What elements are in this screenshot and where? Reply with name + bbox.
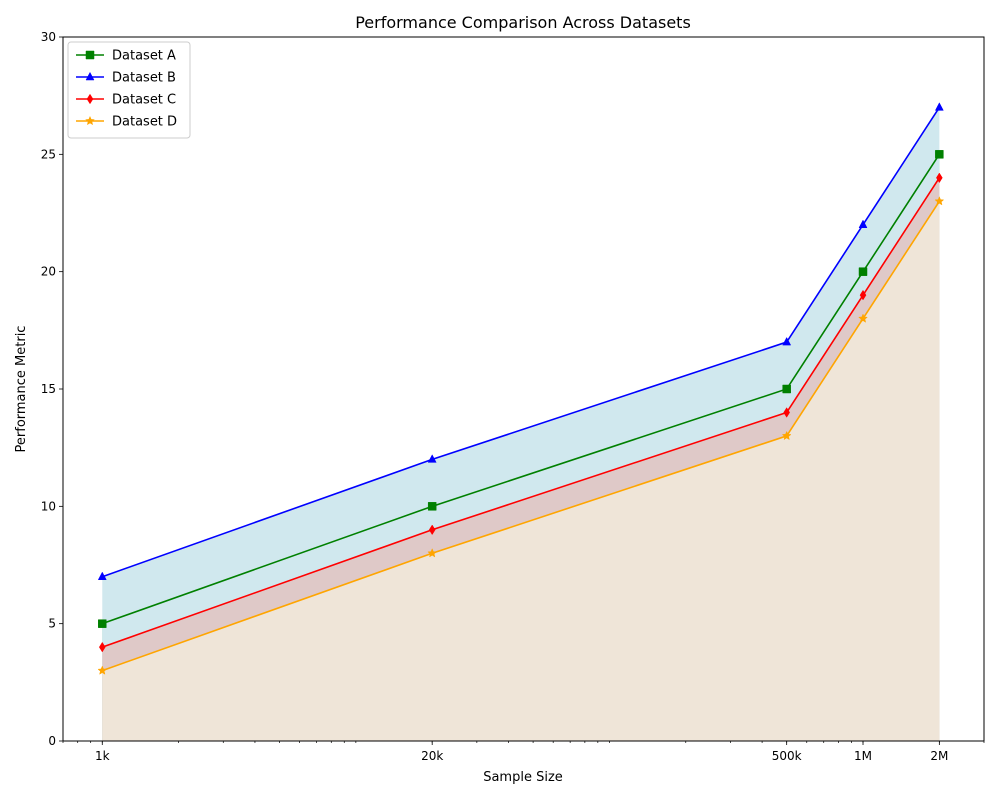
dataset-b-point bbox=[427, 454, 437, 463]
legend-item-dataset-b: Dataset B bbox=[76, 71, 176, 86]
dataset-b-point bbox=[782, 336, 792, 346]
dataset-d-point bbox=[934, 196, 945, 206]
dataset-a-point bbox=[935, 150, 944, 159]
dataset-d-area bbox=[102, 201, 940, 741]
dataset-a-point bbox=[98, 619, 107, 628]
legend-marker bbox=[85, 50, 95, 60]
dataset-c-point bbox=[936, 172, 943, 184]
y-tick-label: 0 bbox=[48, 734, 56, 748]
y-axis-ticks: 0 5 10 15 20 25 30 bbox=[41, 30, 63, 748]
dataset-b-point bbox=[934, 102, 944, 111]
x-axis-ticks: 1k 20k 500k 1M 2M bbox=[62, 741, 985, 763]
dataset-a-point bbox=[782, 384, 791, 394]
y-tick-label: 20 bbox=[41, 265, 56, 279]
y-tick-label: 10 bbox=[41, 499, 56, 513]
legend-label: Dataset D bbox=[112, 115, 177, 130]
dataset-c-point bbox=[859, 289, 867, 301]
y-tick-label: 25 bbox=[41, 147, 56, 161]
legend-item-dataset-c: Dataset C bbox=[76, 93, 176, 108]
dataset-b-point bbox=[858, 219, 868, 228]
dataset-d-point bbox=[781, 430, 792, 441]
dataset-a-point bbox=[858, 267, 868, 276]
legend-label: Dataset B bbox=[112, 71, 176, 86]
series-markers bbox=[97, 102, 945, 675]
legend-item-dataset-d: Dataset D bbox=[76, 115, 177, 130]
x-tick-label: 1k bbox=[95, 749, 110, 763]
legend-label: Dataset C bbox=[112, 93, 176, 108]
dataset-d-point bbox=[97, 665, 108, 675]
dataset-a-point bbox=[427, 502, 437, 511]
y-tick-label: 15 bbox=[41, 382, 56, 396]
legend-marker bbox=[86, 93, 94, 105]
y-axis-label: Performance Metric bbox=[14, 326, 29, 453]
dataset-b-point bbox=[97, 571, 107, 580]
area-fills bbox=[102, 107, 940, 742]
dataset-d-point bbox=[427, 548, 438, 558]
x-tick-label: 20k bbox=[421, 749, 443, 763]
dataset-c-point bbox=[98, 641, 106, 653]
x-tick-label: 1M bbox=[854, 749, 872, 763]
x-tick-label: 500k bbox=[772, 749, 802, 763]
x-axis-label: Sample Size bbox=[483, 770, 563, 785]
legend-item-dataset-a: Dataset A bbox=[76, 49, 176, 64]
dataset-c-point bbox=[428, 524, 436, 536]
y-tick-label: 5 bbox=[48, 617, 56, 631]
legend-marker bbox=[85, 71, 95, 81]
chart-title: Performance Comparison Across Datasets bbox=[355, 13, 691, 32]
dataset-c-point bbox=[783, 407, 790, 418]
legend-label: Dataset A bbox=[112, 49, 176, 64]
dataset-d-point bbox=[858, 313, 868, 323]
legend-box bbox=[67, 41, 191, 139]
legend-marker bbox=[85, 115, 95, 126]
legend: Dataset A Dataset B Dataset C Dataset D bbox=[67, 41, 191, 139]
y-tick-label: 30 bbox=[41, 30, 56, 44]
x-tick-label: 2M bbox=[930, 749, 948, 763]
